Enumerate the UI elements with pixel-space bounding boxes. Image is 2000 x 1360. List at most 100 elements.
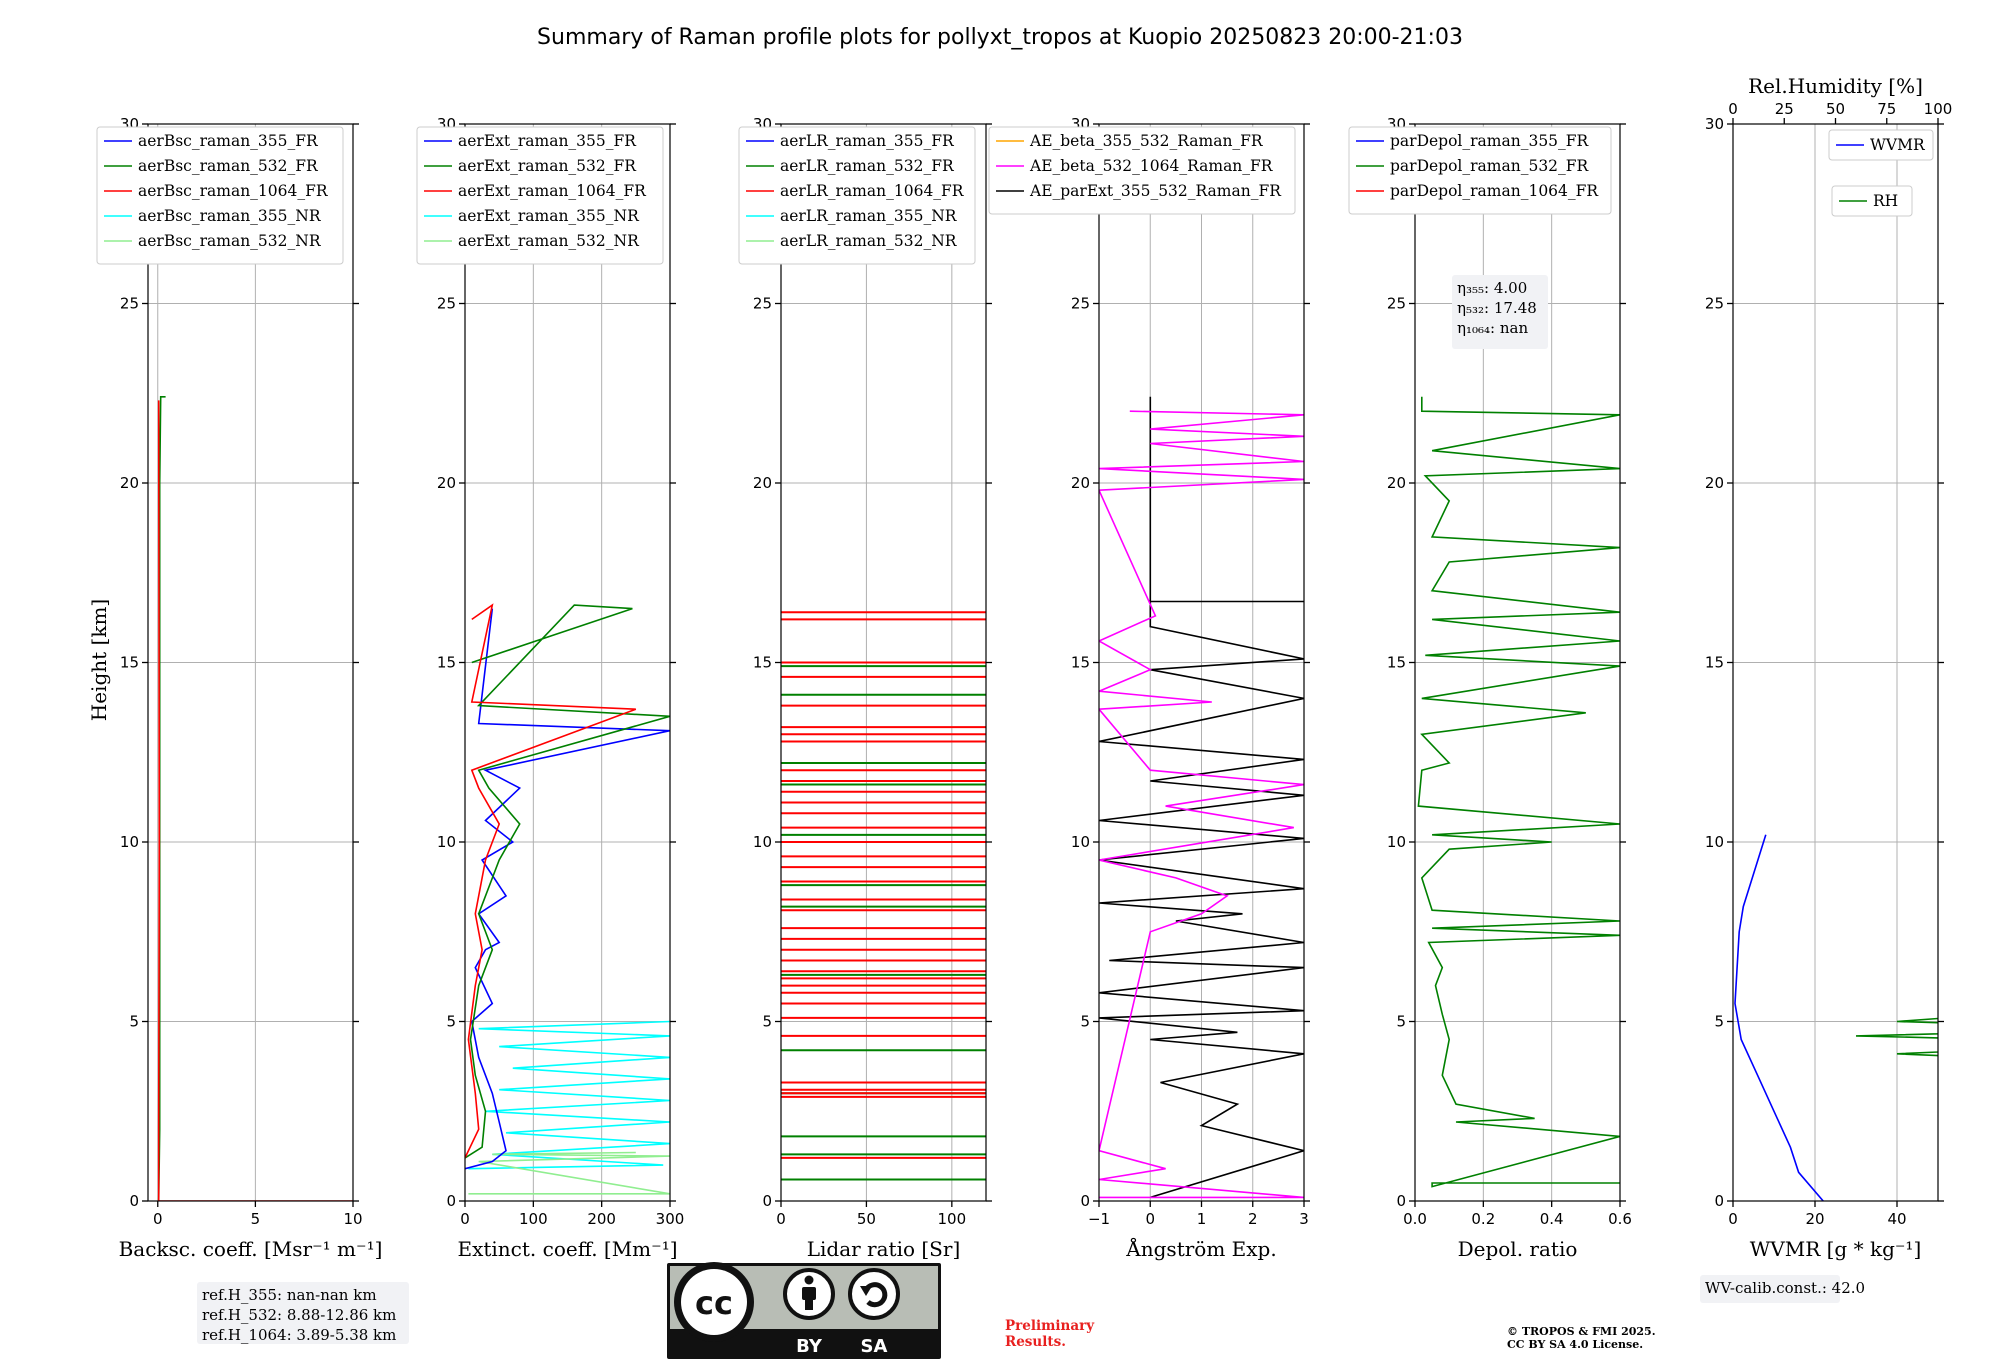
annotation-line: η₅₃₂: 17.48 — [1457, 299, 1537, 317]
x-tick-label: 0 — [776, 1210, 786, 1228]
x-tick-label: −1 — [1088, 1210, 1110, 1228]
y-tick-label: 15 — [437, 654, 456, 672]
annotation-line: WV-calib.const.: 42.0 — [1705, 1279, 1865, 1297]
x-tick-label: 10 — [343, 1210, 362, 1228]
x-axis-label: Depol. ratio — [1458, 1237, 1578, 1261]
y-tick-label: 0 — [1396, 1192, 1406, 1210]
legend-dep: parDepol_raman_355_FR parDepol_raman_532_… — [1348, 126, 1612, 215]
legend-label: aerExt_raman_1064_FR — [458, 182, 647, 200]
y-tick-label: 20 — [753, 474, 772, 492]
by-label: BY — [796, 1336, 823, 1357]
y-axis-label: Height [km] — [87, 599, 111, 721]
y-tick-label: 25 — [1071, 295, 1090, 313]
legend-label: aerLR_raman_355_FR — [780, 132, 955, 150]
y-tick-label: 25 — [1705, 295, 1724, 313]
y-tick-label: 5 — [1714, 1013, 1724, 1031]
x-axis-label: Extinct. coeff. [Mm⁻¹] — [457, 1237, 677, 1261]
series-aerBsc_raman_1064_FR — [157, 400, 353, 1201]
legend-label: parDepol_raman_1064_FR — [1390, 182, 1599, 200]
x-axis-label: Lidar ratio [Sr] — [807, 1237, 961, 1261]
y-tick-label: 15 — [120, 654, 139, 672]
figure-title: Summary of Raman profile plots for polly… — [537, 25, 1463, 50]
series-parDepol_raman_532_FR — [1417, 396, 1620, 1188]
legend-label: aerExt_raman_532_NR — [458, 232, 640, 250]
top-x-tick-label: 75 — [1877, 100, 1896, 118]
y-tick-label: 0 — [446, 1192, 456, 1210]
top-x-tick-label: 50 — [1826, 100, 1845, 118]
plot-area-wv — [1734, 834, 1938, 1201]
y-tick-label: 5 — [762, 1013, 772, 1031]
y-tick-label: 30 — [1705, 115, 1724, 133]
legend-label: parDepol_raman_355_FR — [1390, 132, 1590, 150]
y-tick-label: 25 — [437, 295, 456, 313]
copyright-line-1: © TROPOS & FMI 2025. — [1507, 1325, 1656, 1338]
annotation-line: ref.H_1064: 3.89-5.38 km — [202, 1326, 396, 1344]
plot-area-bsc — [157, 395, 353, 1201]
annotation-dep: η₃₅₅: 4.00 η₅₃₂: 17.48 η₁₀₆₄: nan — [1452, 275, 1548, 349]
y-tick-label: 10 — [120, 833, 139, 851]
y-tick-label: 15 — [1705, 654, 1724, 672]
x-tick-label: 200 — [587, 1210, 616, 1228]
x-tick-label: 5 — [251, 1210, 261, 1228]
series-AE_parExt_355_532_Raman_FR — [1099, 396, 1304, 1199]
legend-frame — [96, 126, 344, 265]
x-tick-label: 3 — [1299, 1210, 1309, 1228]
legend-ext: aerExt_raman_355_FR aerExt_raman_532_FRae… — [416, 126, 664, 265]
series-aerExt_raman_1064_FR — [465, 603, 637, 1159]
x-tick-label: 100 — [938, 1210, 967, 1228]
plot-area-lr — [781, 611, 986, 1181]
y-tick-label: 20 — [1705, 474, 1724, 492]
share-alike-icon — [848, 1268, 900, 1320]
series-RH — [1855, 1017, 1938, 1057]
legend-wvmr: WVMR — [1828, 129, 1934, 161]
legend-label: aerBsc_raman_532_FR — [138, 157, 319, 175]
legend-label: AE_beta_532_1064_Raman_FR — [1029, 157, 1274, 175]
x-tick-label: 0 — [460, 1210, 470, 1228]
legend-frame — [1828, 129, 1934, 161]
annotation-line: η₁₀₆₄: nan — [1457, 319, 1528, 337]
legend-label: aerExt_raman_355_NR — [458, 207, 640, 225]
annotation-box — [1700, 1275, 1840, 1303]
legend-label: parDepol_raman_532_FR — [1390, 157, 1590, 175]
legend-label: AE_beta_355_532_Raman_FR — [1029, 132, 1264, 150]
plot-area-ae — [1099, 396, 1304, 1199]
top-x-tick-label: 25 — [1775, 100, 1794, 118]
x-tick-label: 40 — [1887, 1210, 1906, 1228]
y-tick-label: 10 — [753, 833, 772, 851]
y-tick-label: 5 — [446, 1013, 456, 1031]
plot-area-dep — [1417, 396, 1620, 1188]
y-tick-label: 10 — [437, 833, 456, 851]
y-tick-label: 0 — [1714, 1192, 1724, 1210]
legend-lr: aerLR_raman_355_FR aerLR_raman_532_FR aerL… — [738, 126, 976, 265]
top-x-tick-label: 100 — [1924, 100, 1953, 118]
legend-label: aerBsc_raman_532_NR — [138, 232, 322, 250]
y-tick-label: 20 — [1387, 474, 1406, 492]
y-tick-label: 5 — [129, 1013, 139, 1031]
legend-label: RH — [1873, 192, 1898, 210]
x-tick-label: 100 — [519, 1210, 548, 1228]
legend-rh: RH — [1831, 185, 1913, 217]
legend-label: aerExt_raman_532_FR — [458, 157, 637, 175]
y-tick-label: 10 — [1387, 833, 1406, 851]
legend-label: aerLR_raman_355_NR — [780, 207, 958, 225]
x-axis-label: WVMR [g * kg⁻¹] — [1750, 1237, 1922, 1261]
cc-license-logo: cc BY SA — [667, 1262, 941, 1359]
y-tick-label: 15 — [1071, 654, 1090, 672]
preliminary-line-1: Preliminary — [1005, 1318, 1095, 1334]
y-tick-label: 0 — [1080, 1192, 1090, 1210]
x-tick-label: 0 — [153, 1210, 163, 1228]
plot-area-ext — [465, 603, 670, 1195]
x-tick-label: 0.4 — [1540, 1210, 1564, 1228]
y-tick-label: 10 — [1071, 833, 1090, 851]
annotation-box — [1452, 275, 1548, 349]
preliminary-line-2: Results. — [1005, 1334, 1066, 1350]
legend-label: aerLR_raman_532_FR — [780, 157, 955, 175]
legend-ae: AE_beta_355_532_Raman_FR AE_beta_532_1064… — [988, 126, 1296, 215]
y-tick-label: 0 — [129, 1192, 139, 1210]
series-AE_beta_532_1064_Raman_FR — [1099, 410, 1304, 1199]
legend-label: aerBsc_raman_355_NR — [138, 207, 322, 225]
x-tick-label: 2 — [1248, 1210, 1258, 1228]
y-tick-label: 15 — [753, 654, 772, 672]
